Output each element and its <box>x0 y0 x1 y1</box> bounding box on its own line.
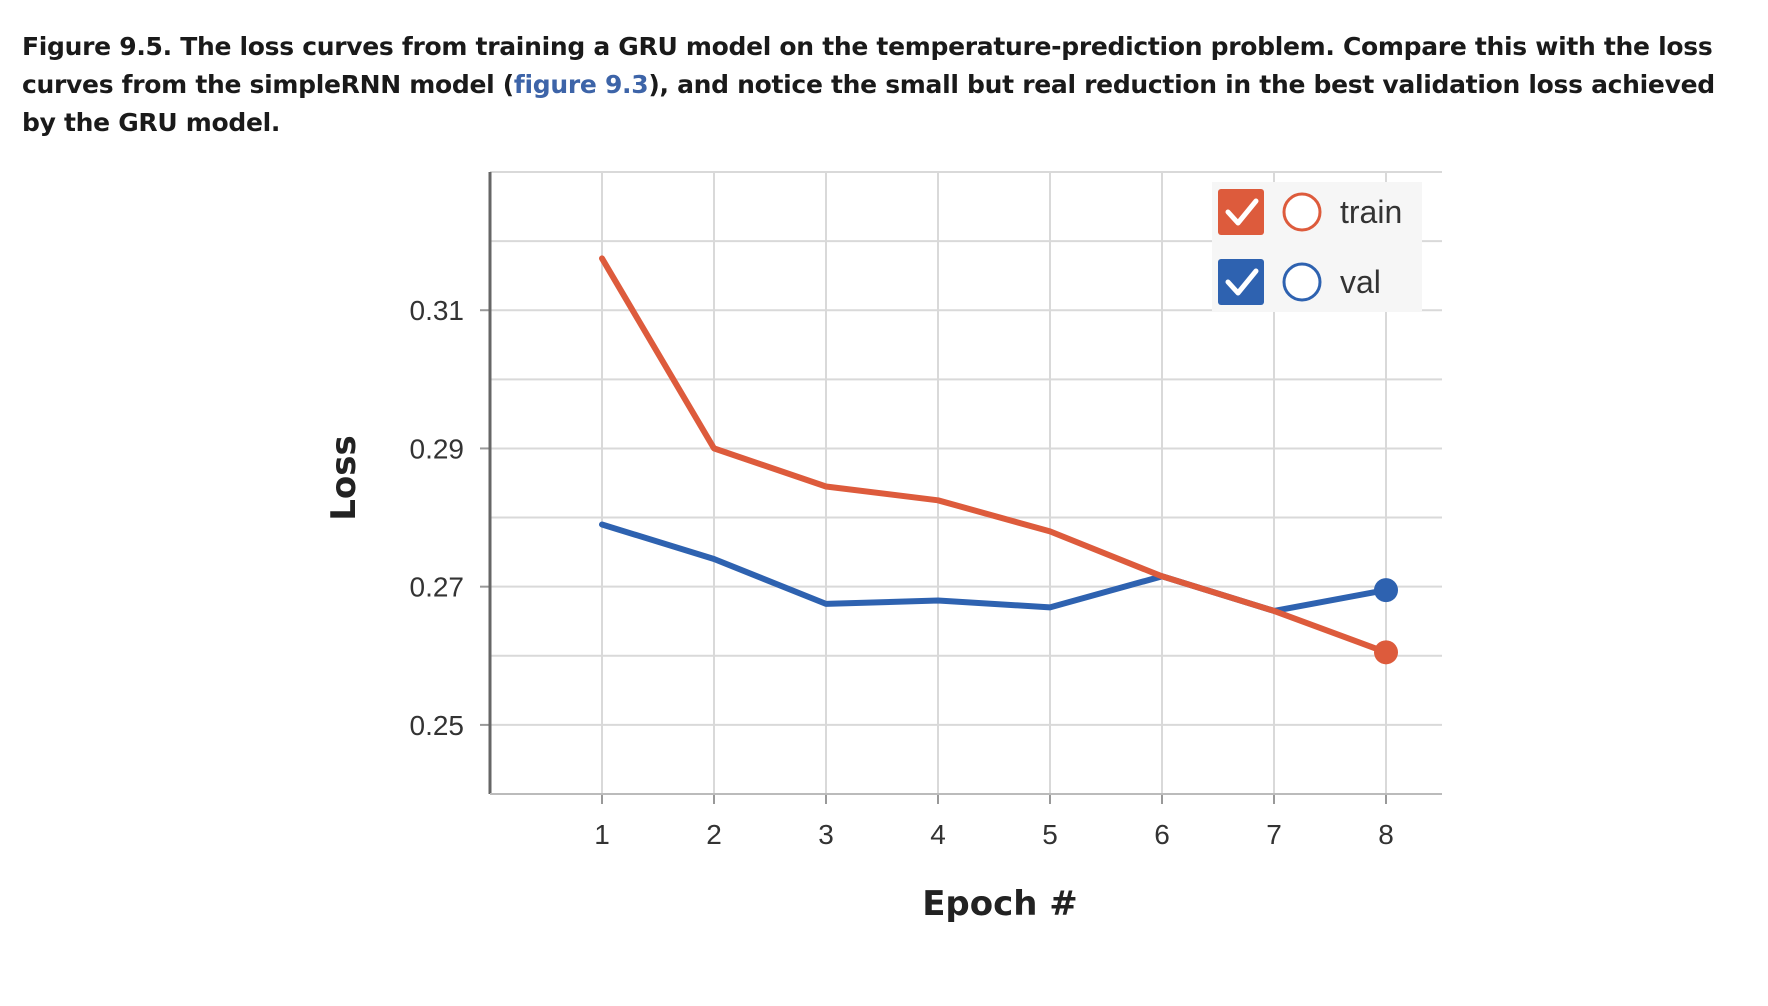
x-tick-label: 2 <box>706 819 722 850</box>
legend-checkbox-train[interactable] <box>1218 189 1264 235</box>
x-axis-title: Epoch # <box>922 884 1078 924</box>
x-tick-label: 4 <box>930 819 946 850</box>
x-tick-label: 1 <box>594 819 610 850</box>
y-tick-label: 0.27 <box>410 572 465 603</box>
y-tick-label: 0.31 <box>410 295 465 326</box>
series-endpoint-train <box>1374 640 1398 665</box>
series-line-train <box>599 255 1389 656</box>
caption-text-tail: ), and notice the small but real reducti… <box>22 70 1715 137</box>
x-tick-label: 8 <box>1378 819 1394 850</box>
figure-link[interactable]: figure 9.3 <box>513 70 649 99</box>
legend: train val <box>1212 182 1422 312</box>
legend-radio-train[interactable] <box>1282 192 1322 232</box>
x-tick-label: 7 <box>1266 819 1282 850</box>
x-tick-label: 3 <box>818 819 834 850</box>
y-tick-label: 0.29 <box>410 433 465 464</box>
x-tick-label: 5 <box>1042 819 1058 850</box>
legend-label-val: val <box>1340 264 1381 300</box>
caption-text: Figure 9.5. The loss curves from trainin… <box>22 32 1713 99</box>
y-tick-labels: 0.25 0.27 0.29 0.31 <box>410 295 465 741</box>
figure-caption: Figure 9.5. The loss curves from trainin… <box>22 28 1752 142</box>
checkmark-icon <box>1225 268 1259 296</box>
checkmark-icon <box>1225 198 1259 226</box>
legend-label-train: train <box>1340 194 1402 230</box>
y-tick-label: 0.25 <box>410 710 465 741</box>
legend-item-val[interactable]: val <box>1218 259 1381 305</box>
legend-radio-val[interactable] <box>1282 262 1322 302</box>
x-tick-labels: 1 2 3 4 5 6 7 8 <box>594 819 1394 850</box>
legend-item-train[interactable]: train <box>1218 189 1402 235</box>
legend-checkbox-val[interactable] <box>1218 259 1264 305</box>
y-axis-title: Loss <box>324 435 364 521</box>
x-tick-label: 6 <box>1154 819 1170 850</box>
series-endpoint-val <box>1374 578 1398 603</box>
axis-ticks <box>480 309 1387 804</box>
series-lines <box>599 255 1398 665</box>
